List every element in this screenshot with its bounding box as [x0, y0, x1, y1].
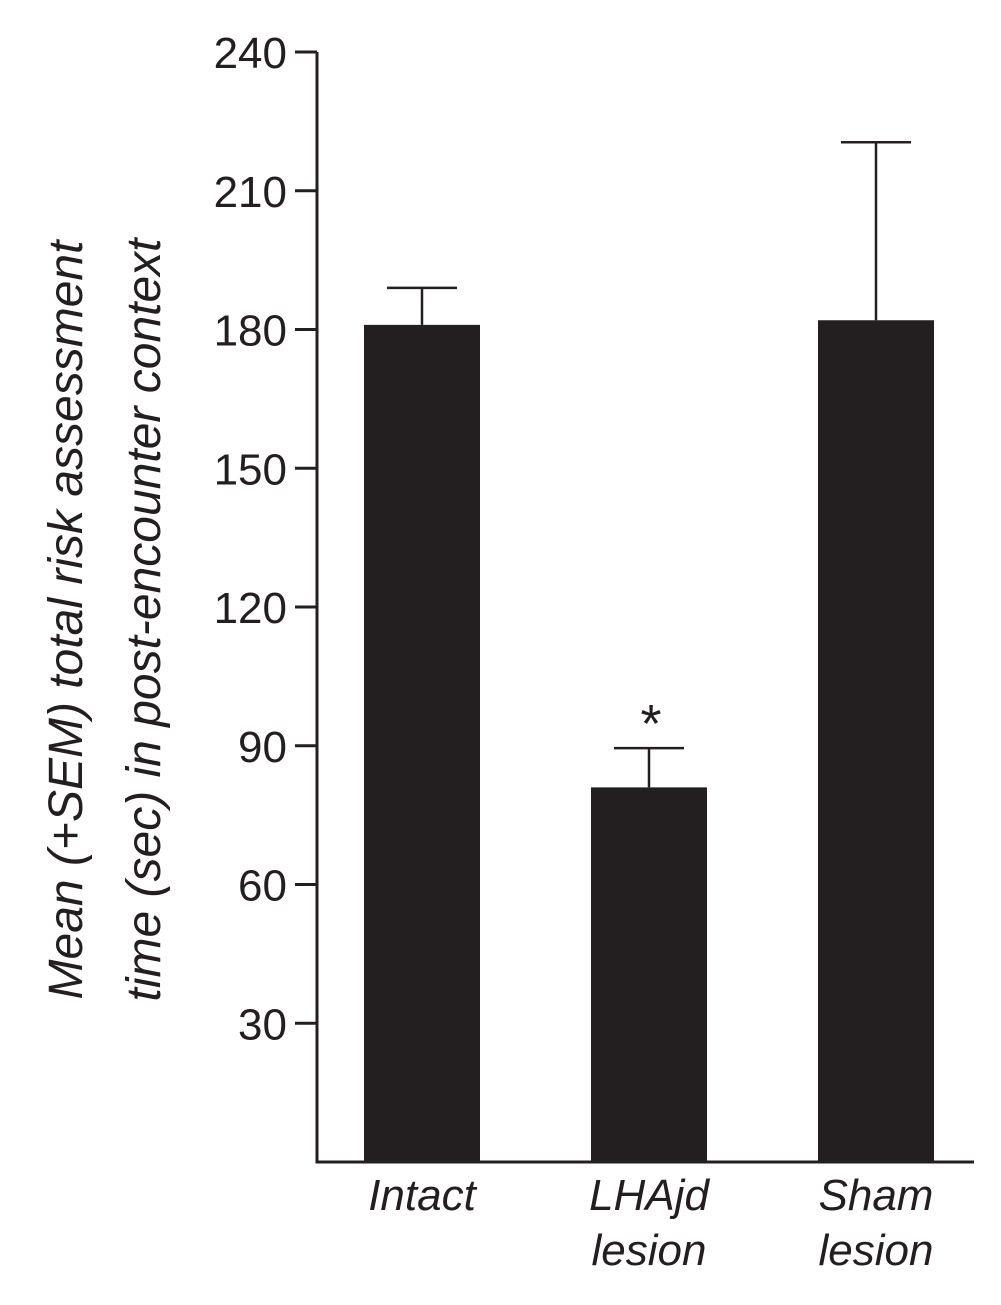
x-tick-label: LHAjd: [589, 1171, 710, 1220]
y-tick-label: 180: [214, 307, 287, 356]
y-axis-title-line: Mean (+SEM) total risk assessment: [40, 239, 93, 1000]
significance-markers: *: [640, 694, 661, 754]
x-tick-label: Sham: [819, 1171, 934, 1220]
y-tick-label: 30: [238, 1000, 287, 1049]
y-tick-label: 150: [214, 445, 287, 494]
y-tick-label: 210: [214, 168, 287, 217]
y-axis-ticks: 30 60 90 120 150 180 210 240: [214, 29, 317, 1049]
y-tick-label: 90: [238, 723, 287, 772]
bar: [818, 320, 934, 1162]
significance-asterisk: *: [640, 694, 661, 754]
y-tick-label: 240: [214, 29, 287, 78]
x-tick-label: lesion: [592, 1226, 707, 1275]
bar: [364, 324, 480, 1162]
bars: [364, 320, 934, 1162]
y-tick-label: 120: [214, 584, 287, 633]
y-axis-title-line: time (sec) in post-encounter context: [118, 237, 171, 1002]
x-axis-labels: Intact LHAjd lesion Sham lesion: [368, 1171, 933, 1275]
x-tick-label: Intact: [368, 1171, 477, 1220]
bar: [591, 787, 707, 1162]
y-tick-label: 60: [238, 862, 287, 911]
y-axis-title: Mean (+SEM) total risk assessment time (s…: [40, 237, 171, 1002]
x-tick-label: lesion: [819, 1226, 934, 1275]
error-bars: [387, 140, 911, 788]
